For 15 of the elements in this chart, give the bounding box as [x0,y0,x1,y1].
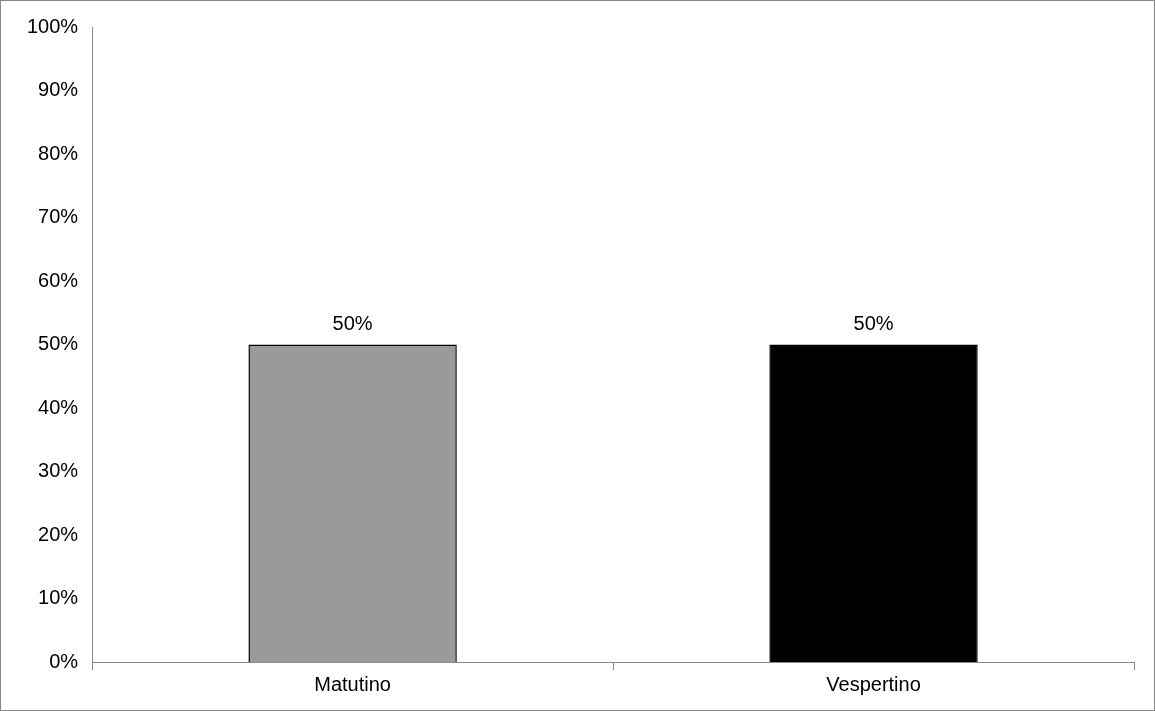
y-tick-label: 90% [38,78,79,101]
data-label: 50% [853,312,894,335]
y-tick-label: 20% [38,522,79,545]
y-tick-label: 10% [38,586,79,609]
y-tick-label: 30% [38,459,79,482]
y-tick-label: 60% [38,268,79,291]
data-label: 50% [332,312,373,335]
y-tick-label: 40% [38,395,79,418]
y-tick-label: 70% [38,205,79,228]
y-tick-label: 100% [27,14,79,37]
x-tick-label: Matutino [314,672,391,695]
y-tick-label: 50% [38,332,79,355]
y-tick-label: 0% [49,649,79,672]
x-tick-label: Vespertino [826,672,921,695]
y-tick-label: 80% [38,141,79,164]
